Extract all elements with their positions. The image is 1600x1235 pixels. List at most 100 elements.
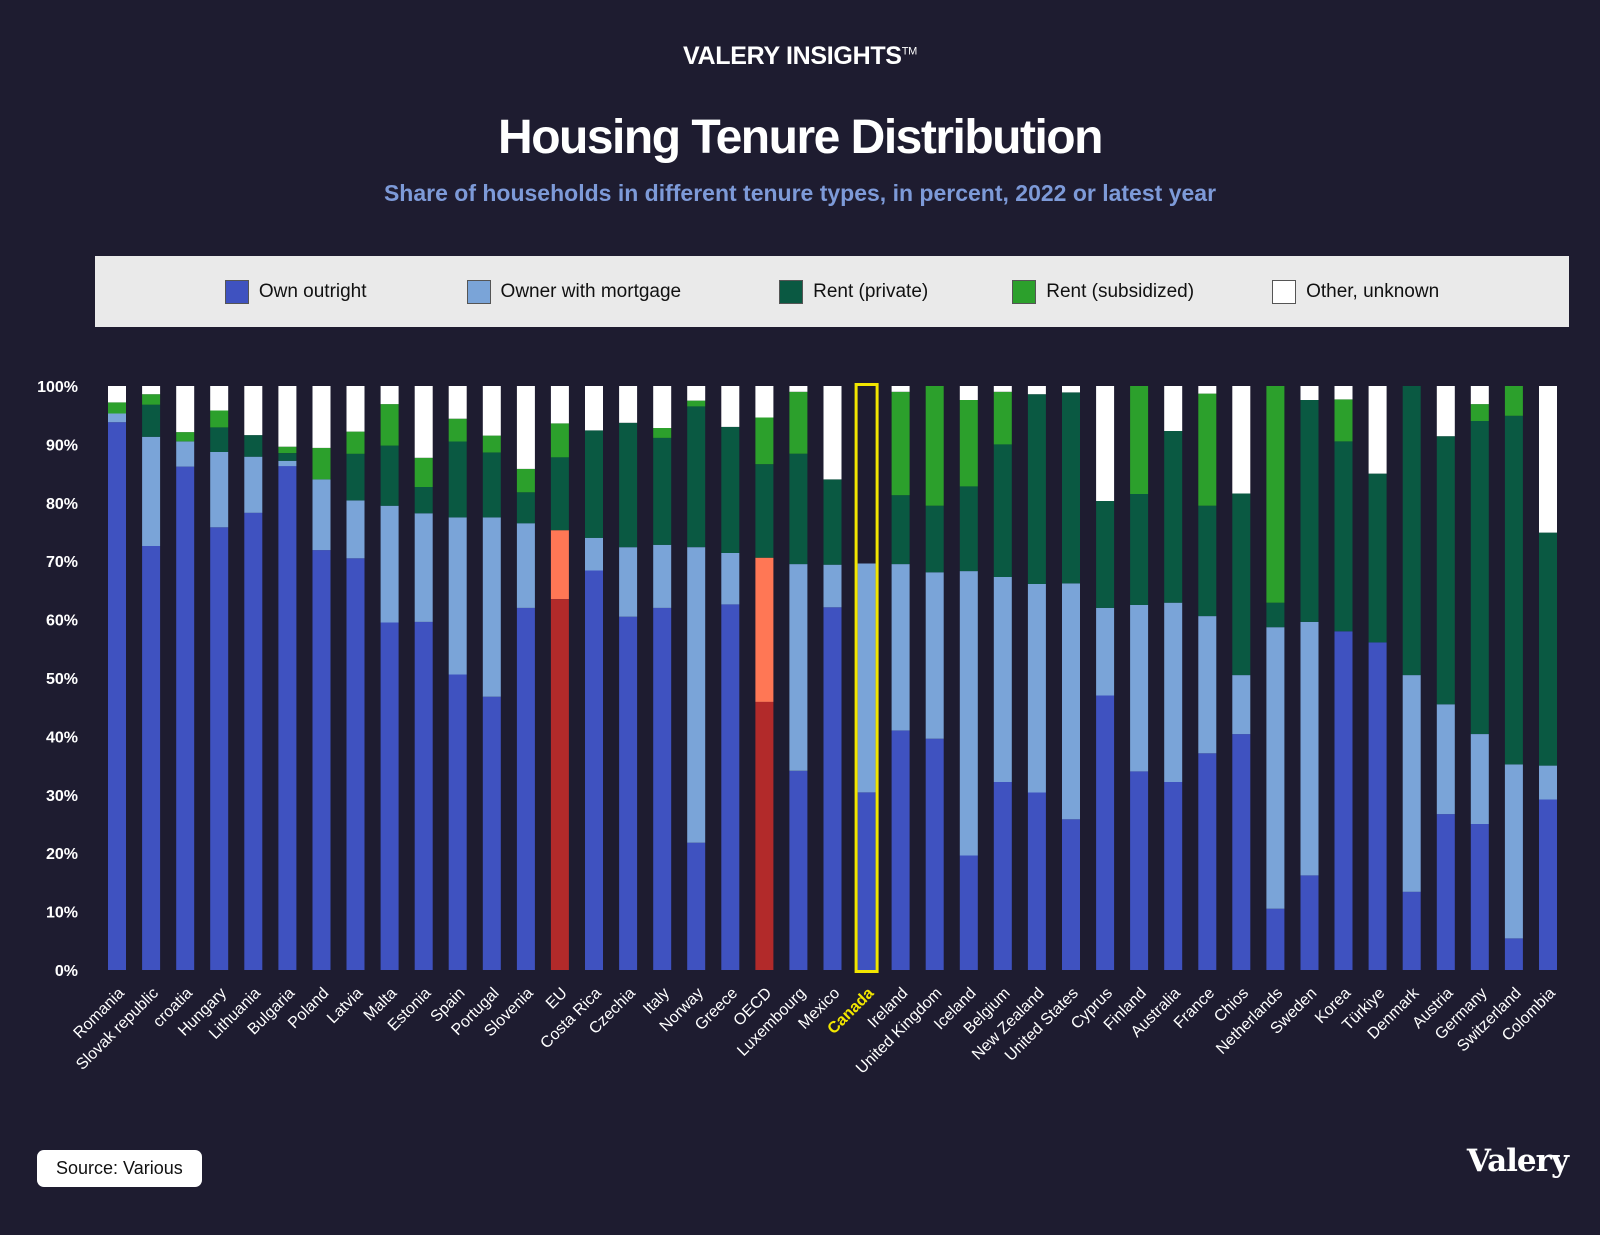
bar-segment-iceland-own-outright [959, 855, 978, 970]
bar-segment-t-rkiye-rent-private [1368, 473, 1387, 643]
bar-segment-sweden-owner-with-mortgage [1300, 621, 1319, 876]
bar-segment-colombia-owner-with-mortgage [1539, 765, 1557, 800]
highlight-box-canada [854, 383, 879, 973]
bar-segment-czechia-rent-private [619, 422, 638, 548]
chart-subtitle: Share of households in different tenure … [383, 180, 1217, 206]
bar-segment-ireland-rent-subsidized [891, 391, 910, 496]
bar-segment-finland-rent-private [1130, 494, 1149, 605]
bar-segment-chios-rent-private [1232, 493, 1251, 676]
bar-segment-italy-owner-with-mortgage [653, 544, 672, 608]
bar-segment-netherlands-own-outright [1266, 908, 1285, 970]
bar-segment-malta-rent-subsidized [380, 404, 399, 446]
bar-segment-estonia-own-outright [414, 621, 433, 970]
bar-segment-lithuania-other-unknown [244, 386, 263, 436]
bar-segment-norway-other-unknown [687, 386, 706, 401]
bar-segment-switzerland-rent-subsidized [1504, 386, 1523, 416]
y-tick-label: 10% [46, 905, 78, 922]
legend-item-own-outright: Own outright [224, 279, 367, 304]
bar-segment-france-owner-with-mortgage [1198, 616, 1217, 754]
bar-segment-spain-rent-subsidized [448, 418, 467, 442]
bar-segment-cyprus-own-outright [1096, 695, 1115, 970]
bar-segment-greece-other-unknown [721, 386, 740, 427]
bar-segment-lithuania-rent-private [244, 435, 263, 457]
y-tick-label: 70% [46, 554, 78, 571]
bar-segment-slovenia-own-outright [516, 607, 535, 970]
bar-segment-norway-rent-private [687, 406, 706, 548]
bar-segment-latvia-other-unknown [346, 386, 365, 432]
bar-segment-bulgaria-other-unknown [278, 386, 297, 447]
bar-segment-germany-rent-subsidized [1470, 404, 1489, 421]
bar-segment-korea-own-outright [1334, 631, 1353, 970]
bar-segment-iceland-rent-private [959, 486, 978, 572]
bar-segment-estonia-rent-subsidized [414, 457, 433, 487]
y-tick-label: 60% [46, 613, 78, 630]
bar-segment-denmark-own-outright [1402, 891, 1421, 970]
bar-segment-bulgaria-owner-with-mortgage [278, 460, 297, 467]
bar-segment-colombia-own-outright [1539, 799, 1557, 970]
bar-segment-eu-rent-private [550, 457, 569, 531]
bar-segment-slovak-republic-rent-subsidized [142, 394, 161, 405]
bar-segment-austria-other-unknown [1436, 386, 1455, 437]
bar-segment-chios-owner-with-mortgage [1232, 675, 1251, 735]
bar-segment-mexico-rent-private [823, 479, 842, 565]
bar-segment-switzerland-owner-with-mortgage [1504, 764, 1523, 939]
y-tick-label: 50% [46, 671, 78, 688]
bar-segment-chios-own-outright [1232, 734, 1251, 970]
bar-segment-france-other-unknown [1198, 386, 1217, 394]
bar-segment-mexico-other-unknown [823, 386, 842, 480]
bar-segment-luxembourg-other-unknown [789, 386, 808, 392]
legend-label-rent-subsidized: Rent (subsidized) [1046, 280, 1195, 302]
bar-segment-romania-owner-with-mortgage [108, 413, 126, 423]
bar-segment-bulgaria-rent-private [278, 453, 297, 461]
bar-segment-estonia-rent-private [414, 487, 433, 514]
bar-segment-cyprus-owner-with-mortgage [1096, 607, 1115, 696]
bar-segment-portugal-rent-private [482, 452, 501, 518]
bar-segment-united-states-owner-with-mortgage [1062, 583, 1080, 820]
bar-segment-canada-own-outright [857, 792, 876, 970]
bar-segment-bulgaria-own-outright [278, 466, 297, 970]
bar-segment-poland-owner-with-mortgage [312, 479, 331, 551]
bar-segment-ireland-other-unknown [891, 386, 910, 392]
bar-segment-norway-own-outright [687, 842, 706, 970]
bar-segment-canada-owner-with-mortgage [857, 563, 876, 793]
bar-segment-poland-rent-subsidized [312, 447, 331, 480]
bar-segment-oecd-rent-private [755, 464, 774, 558]
bar-segment-new-zealand-own-outright [1027, 792, 1046, 970]
bar-segment-slovak-republic-own-outright [142, 546, 161, 970]
bar-segment-netherlands-rent-subsidized [1266, 386, 1285, 603]
bar-segment-france-own-outright [1198, 753, 1217, 970]
bar-segment-korea-rent-private [1334, 441, 1353, 632]
legend-item-owner-with-mortgage: Owner with mortgage [466, 279, 681, 304]
x-tick-label-eu: EU [543, 985, 571, 1013]
brand-trademark: TM [901, 45, 918, 58]
bar-segment-united-states-other-unknown [1062, 386, 1080, 393]
bar-segment-slovak-republic-other-unknown [142, 386, 161, 395]
bar-segment-mexico-own-outright [823, 607, 842, 970]
bar-segment-romania-rent-subsidized [108, 402, 126, 414]
bar-segment-new-zealand-rent-private [1027, 394, 1046, 584]
bar-segment-croatia-owner-with-mortgage [176, 441, 195, 467]
bar-segment-portugal-other-unknown [482, 386, 501, 436]
brand-title: VALERY INSIGHTSTM [0, 42, 1600, 71]
bar-segment-ireland-rent-private [891, 495, 910, 565]
bar-segment-united-kingdom-rent-subsidized [925, 386, 944, 506]
bar-segment-spain-own-outright [448, 674, 467, 970]
bar-segment-estonia-owner-with-mortgage [414, 513, 433, 622]
legend-swatch-rent-private [779, 279, 804, 304]
bar-segment-czechia-other-unknown [619, 386, 638, 423]
y-tick-label: 90% [46, 437, 78, 454]
bar-segment-malta-own-outright [380, 622, 399, 970]
bar-segment-sweden-other-unknown [1300, 386, 1319, 400]
bar-segment-malta-owner-with-mortgage [380, 505, 399, 623]
bar-segment-italy-rent-private [653, 438, 672, 545]
bar-segment-colombia-rent-private [1539, 532, 1557, 766]
bar-segment-latvia-rent-subsidized [346, 431, 365, 454]
bar-segment-eu-rent-subsidized [550, 423, 569, 458]
legend-item-other-unknown: Other, unknown [1272, 279, 1439, 304]
x-tick-label-latvia: Latvia [324, 985, 366, 1027]
bar-segment-austria-own-outright [1436, 814, 1455, 970]
bar-segment-malta-other-unknown [380, 386, 399, 405]
bar-segment-t-rkiye-other-unknown [1368, 386, 1387, 474]
bar-segment-austria-rent-private [1436, 436, 1455, 705]
y-tick-label: 20% [46, 846, 78, 863]
